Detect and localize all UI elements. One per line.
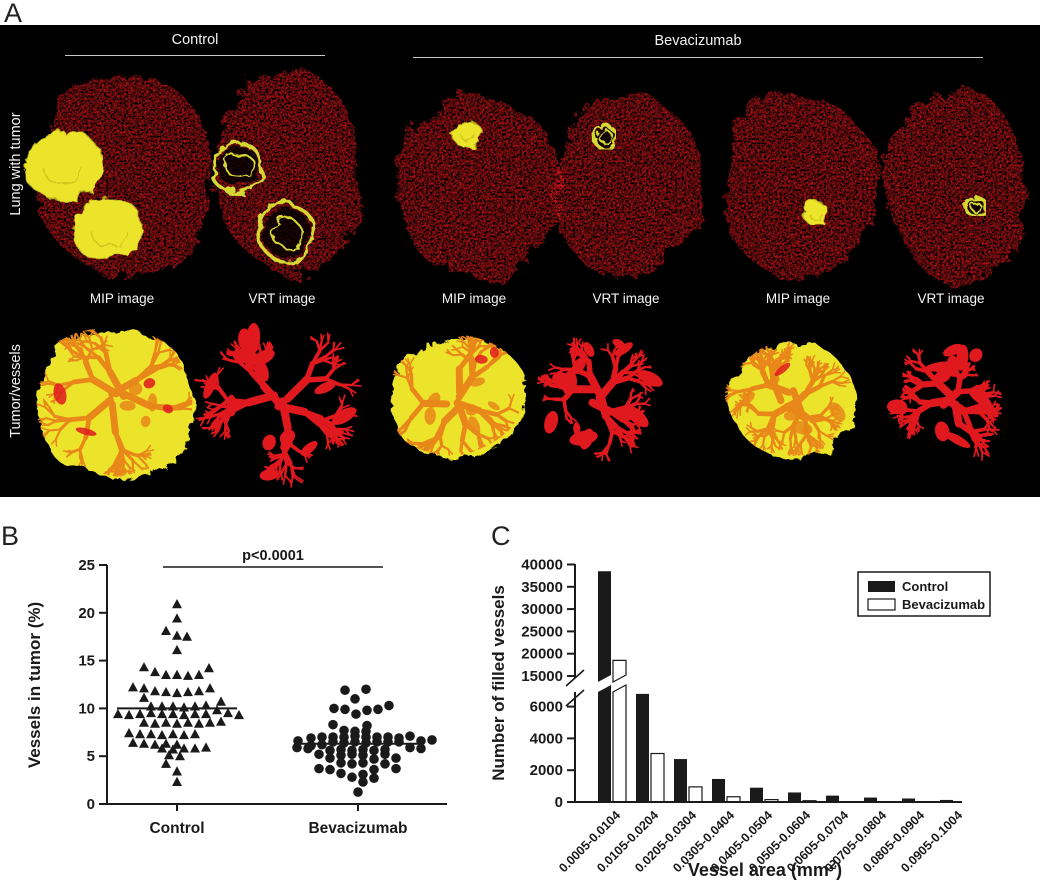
bar — [688, 786, 703, 803]
lung-rendering — [722, 89, 876, 277]
y-tick-label: 4000 — [530, 730, 563, 747]
tumor-mip-rendering — [725, 341, 856, 456]
bar — [902, 798, 915, 802]
legend-swatch-control — [868, 581, 895, 592]
bar — [650, 752, 665, 803]
y-tick-label: 15 — [78, 653, 95, 670]
tumor-mass — [798, 198, 825, 223]
panel-c-letter: C — [491, 521, 511, 551]
y-tick-label: 25 — [78, 557, 95, 574]
tumor-mass — [449, 117, 480, 146]
y-tick-label: 5 — [87, 748, 95, 765]
panel-a-microct-renderings — [20, 64, 1025, 488]
bar-lower-piece — [598, 685, 611, 802]
column-caption: VRT image — [917, 291, 985, 306]
x-category-label: Bevacizumab — [308, 820, 407, 837]
legend-swatch-bevacizumab — [867, 598, 896, 611]
tumor-vrt-rendering — [886, 343, 1003, 462]
y-tick-label: 0 — [87, 796, 95, 813]
lung-rendering — [550, 88, 700, 273]
y-axis-title: Vessels in tumor (%) — [25, 602, 44, 768]
x-axis-title: Vessel area (mm2) — [688, 857, 842, 880]
lung-rendering — [209, 64, 358, 277]
y-tick-label: 2000 — [530, 762, 563, 779]
legend-label-bevacizumab: Bevacizumab — [902, 597, 985, 612]
bar — [712, 778, 725, 802]
y-tick-label: 10 — [78, 700, 95, 717]
bar — [864, 797, 877, 802]
panel-b-scatter-chart: p<0.0001 0 5 10 15 20 25 Control Bevacizumab Vess… — [25, 548, 447, 837]
tumor-mass — [68, 193, 142, 260]
column-caption: MIP image — [89, 291, 155, 306]
axis-break-slash — [565, 689, 585, 707]
lung-rendering — [878, 85, 1025, 283]
tumor-mass — [960, 192, 985, 215]
y-tick-label: 35000 — [521, 579, 563, 596]
panel-c-bar-chart: 0 2000 4000 6000 15000 20000 25000 30000 35000 40… — [489, 557, 991, 880]
tumor-mass — [254, 198, 314, 261]
x-category-label: Control — [149, 820, 204, 837]
tumor-mass — [209, 137, 262, 193]
y-tick-label: 20000 — [521, 646, 563, 663]
y-tick-label: 25000 — [521, 623, 563, 640]
column-caption: MIP image — [765, 291, 831, 306]
bar — [826, 795, 839, 802]
column-caption: VRT image — [592, 291, 660, 306]
group-header-control-underline — [65, 55, 325, 56]
tumor-mip-rendering — [388, 335, 522, 457]
group-header-bevacizumab: Bevacizumab — [654, 33, 742, 49]
group-header-bevacizumab-underline — [413, 57, 983, 58]
scatter-series-bevacizumab — [292, 684, 437, 797]
bar — [636, 693, 649, 802]
y-axis-title: Number of filled vessels — [489, 585, 508, 781]
legend-label-control: Control — [902, 579, 948, 594]
bar-upper-piece — [598, 571, 611, 682]
bar — [940, 799, 953, 802]
y-tick-label: 0 — [555, 794, 563, 811]
y-tick-label: 6000 — [530, 699, 563, 716]
y-tick-label: 20 — [78, 605, 95, 622]
tumor-mip-rendering — [35, 328, 193, 477]
y-tick-label: 15000 — [521, 668, 563, 685]
panel-a-letter: A — [4, 0, 23, 28]
legend: Control Bevacizumab — [857, 571, 991, 617]
column-caption: VRT image — [248, 291, 316, 306]
lung-rendering — [20, 72, 209, 275]
axis-break-slash — [565, 669, 585, 687]
bar-upper-piece — [612, 659, 627, 684]
tumor-vrt-rendering — [194, 323, 362, 488]
y-tick-label: 30000 — [521, 601, 563, 618]
tumor-vrt-rendering — [536, 337, 663, 462]
group-header-control: Control — [171, 32, 219, 48]
p-value-label: p<0.0001 — [242, 548, 304, 564]
column-caption: MIP image — [441, 291, 507, 306]
tumor-mass — [20, 129, 100, 200]
lung-rendering — [392, 88, 560, 279]
bar-series-control — [598, 571, 953, 802]
panel-b-letter: B — [1, 521, 20, 551]
bar — [750, 787, 763, 802]
scatter-series-control — [113, 598, 244, 787]
tumor-mass — [589, 120, 615, 148]
bar — [674, 759, 687, 802]
y-tick-label: 40000 — [521, 557, 563, 574]
bar-lower-piece — [612, 683, 627, 803]
bar — [788, 792, 801, 802]
